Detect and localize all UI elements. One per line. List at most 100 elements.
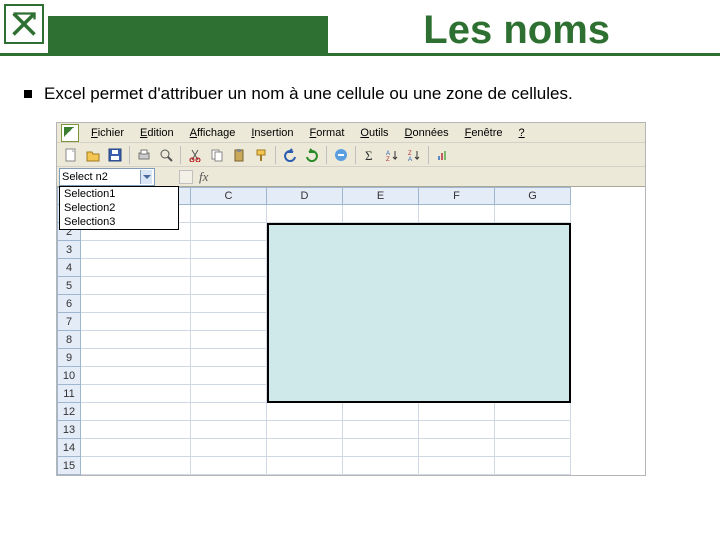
menu-edition[interactable]: Edition <box>132 125 182 141</box>
cell[interactable] <box>191 385 267 403</box>
menu-fenêtre[interactable]: Fenêtre <box>457 125 511 141</box>
menu-insertion[interactable]: Insertion <box>243 125 301 141</box>
cell[interactable] <box>343 205 419 223</box>
cell[interactable] <box>419 421 495 439</box>
menu-affichage[interactable]: Affichage <box>182 125 244 141</box>
menu-données[interactable]: Données <box>397 125 457 141</box>
cell[interactable] <box>81 385 191 403</box>
cell[interactable] <box>81 295 191 313</box>
cell[interactable] <box>419 205 495 223</box>
sum-button[interactable]: Σ <box>360 145 380 165</box>
cell[interactable] <box>495 421 571 439</box>
cell[interactable] <box>191 277 267 295</box>
link-button[interactable] <box>331 145 351 165</box>
cell[interactable] <box>419 403 495 421</box>
spreadsheet-grid[interactable]: 123456789101112131415 BCDEFG <box>57 187 645 475</box>
cell[interactable] <box>81 259 191 277</box>
cell[interactable] <box>495 205 571 223</box>
undo-button[interactable] <box>280 145 300 165</box>
cell[interactable] <box>81 421 191 439</box>
row-header[interactable]: 10 <box>57 367 81 385</box>
cell[interactable] <box>191 295 267 313</box>
cell[interactable] <box>191 421 267 439</box>
cell[interactable] <box>267 403 343 421</box>
cell[interactable] <box>81 241 191 259</box>
row-header[interactable]: 11 <box>57 385 81 403</box>
fx-expand-button[interactable] <box>179 170 193 184</box>
name-box-dropdown-icon[interactable] <box>140 170 152 184</box>
cut-button[interactable] <box>185 145 205 165</box>
cell[interactable] <box>495 403 571 421</box>
cell[interactable] <box>191 313 267 331</box>
column-header[interactable]: F <box>419 187 495 205</box>
row-header[interactable]: 13 <box>57 421 81 439</box>
save-button[interactable] <box>105 145 125 165</box>
cell[interactable] <box>191 259 267 277</box>
row-header[interactable]: 3 <box>57 241 81 259</box>
print-button[interactable] <box>134 145 154 165</box>
cell[interactable] <box>343 421 419 439</box>
row-header[interactable]: 14 <box>57 439 81 457</box>
cell[interactable] <box>81 367 191 385</box>
menu-fichier[interactable]: Fichier <box>83 125 132 141</box>
name-box[interactable]: Select n2 Selection1Selection2Selection3 <box>59 168 155 186</box>
cell[interactable] <box>495 439 571 457</box>
cell[interactable] <box>81 403 191 421</box>
cell[interactable] <box>343 439 419 457</box>
cell[interactable] <box>191 457 267 475</box>
row-header[interactable]: 12 <box>57 403 81 421</box>
fx-label[interactable]: fx <box>199 169 208 185</box>
named-range-option[interactable]: Selection3 <box>60 215 178 229</box>
cell[interactable] <box>81 277 191 295</box>
cell[interactable] <box>267 439 343 457</box>
cells-area[interactable] <box>81 205 645 475</box>
cell[interactable] <box>191 349 267 367</box>
open-button[interactable] <box>83 145 103 165</box>
cell[interactable] <box>419 439 495 457</box>
cell[interactable] <box>191 205 267 223</box>
cell[interactable] <box>267 421 343 439</box>
format-painter-button[interactable] <box>251 145 271 165</box>
cell[interactable] <box>267 205 343 223</box>
row-header[interactable]: 4 <box>57 259 81 277</box>
redo-button[interactable] <box>302 145 322 165</box>
row-header[interactable]: 8 <box>57 331 81 349</box>
new-button[interactable] <box>61 145 81 165</box>
cell[interactable] <box>191 367 267 385</box>
cell[interactable] <box>419 457 495 475</box>
column-header[interactable]: C <box>191 187 267 205</box>
cell[interactable] <box>81 349 191 367</box>
preview-button[interactable] <box>156 145 176 165</box>
sort-asc-button[interactable]: AZ <box>382 145 402 165</box>
row-header[interactable]: 7 <box>57 313 81 331</box>
copy-button[interactable] <box>207 145 227 165</box>
cell[interactable] <box>343 457 419 475</box>
menu-outils[interactable]: Outils <box>352 125 396 141</box>
cell[interactable] <box>191 241 267 259</box>
chart-button[interactable] <box>433 145 453 165</box>
cell[interactable] <box>267 457 343 475</box>
cell[interactable] <box>495 457 571 475</box>
column-header[interactable]: D <box>267 187 343 205</box>
row-header[interactable]: 15 <box>57 457 81 475</box>
menu-format[interactable]: Format <box>302 125 353 141</box>
menu-?[interactable]: ? <box>511 125 533 141</box>
excel-app-icon[interactable] <box>61 124 79 142</box>
sort-desc-button[interactable]: ZA <box>404 145 424 165</box>
paste-button[interactable] <box>229 145 249 165</box>
column-header[interactable]: G <box>495 187 571 205</box>
cell[interactable] <box>191 223 267 241</box>
row-header[interactable]: 5 <box>57 277 81 295</box>
cell[interactable] <box>81 439 191 457</box>
cell[interactable] <box>191 439 267 457</box>
row-header[interactable]: 9 <box>57 349 81 367</box>
named-range-option[interactable]: Selection2 <box>60 201 178 215</box>
cell[interactable] <box>191 331 267 349</box>
name-box-dropdown[interactable]: Selection1Selection2Selection3 <box>59 186 179 230</box>
cell[interactable] <box>191 403 267 421</box>
cell[interactable] <box>81 313 191 331</box>
cell[interactable] <box>81 331 191 349</box>
cell[interactable] <box>81 457 191 475</box>
named-range-option[interactable]: Selection1 <box>60 187 178 201</box>
column-header[interactable]: E <box>343 187 419 205</box>
